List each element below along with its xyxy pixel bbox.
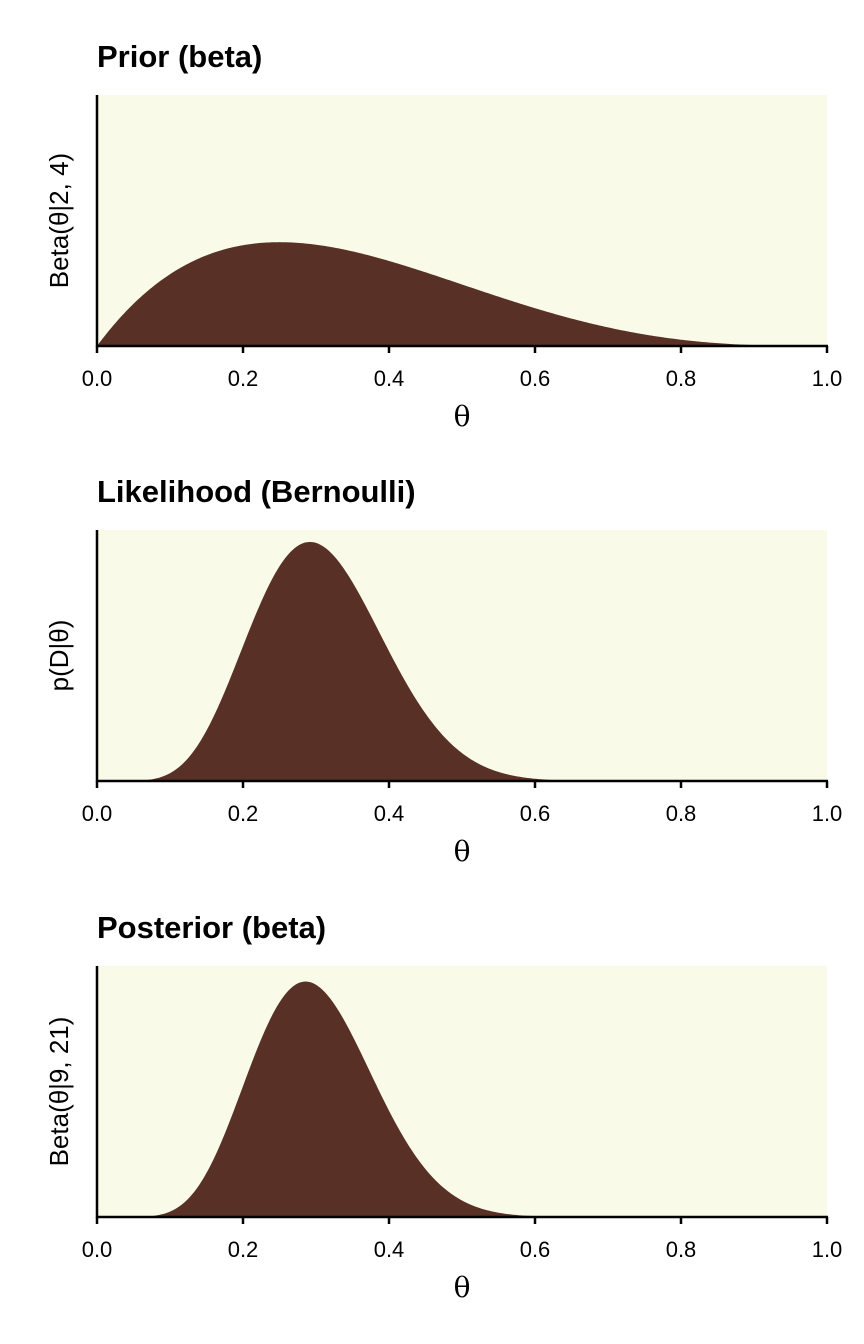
y-axis-label: Beta(θ|2, 4) xyxy=(44,153,74,288)
panel-title: Prior (beta) xyxy=(97,39,262,74)
x-tick-label: 0.6 xyxy=(520,1237,551,1262)
x-tick-label: 0.4 xyxy=(374,801,405,826)
panel-1: 0.0 0.2 0.4 0.6 0.8 1.0 Likelihood (Bernoulli)… xyxy=(44,474,842,868)
y-axis-label: p(D|θ) xyxy=(44,620,74,692)
density-area xyxy=(97,981,827,1217)
density-area xyxy=(97,242,827,346)
x-tick-label: 0.8 xyxy=(666,366,697,391)
x-tick-label: 0.6 xyxy=(520,801,551,826)
x-axis-label: θ xyxy=(454,835,471,868)
x-axis-label: θ xyxy=(454,400,471,433)
x-tick-label: 0.0 xyxy=(82,1237,113,1262)
x-tick-label: 0.2 xyxy=(228,366,259,391)
panel-0: 0.0 0.2 0.4 0.6 0.8 1.0 Prior (beta) Beta(θ|2, … xyxy=(44,39,842,433)
x-tick-label: 0.8 xyxy=(666,801,697,826)
x-tick-label: 1.0 xyxy=(812,1237,843,1262)
density-area xyxy=(97,541,827,781)
x-tick-label: 0.8 xyxy=(666,1237,697,1262)
x-tick-label: 0.0 xyxy=(82,801,113,826)
x-tick-label: 0.6 xyxy=(520,366,551,391)
x-tick-label: 0.2 xyxy=(228,801,259,826)
x-tick-label: 0.4 xyxy=(374,1237,405,1262)
panel-title: Posterior (beta) xyxy=(97,910,326,945)
x-axis-label: θ xyxy=(454,1271,471,1304)
x-tick-label: 0.2 xyxy=(228,1237,259,1262)
panel-2: 0.0 0.2 0.4 0.6 0.8 1.0 Posterior (beta) Beta(θ… xyxy=(44,910,842,1304)
panel-title: Likelihood (Bernoulli) xyxy=(97,474,416,509)
y-axis-label: Beta(θ|9, 21) xyxy=(44,1017,74,1167)
x-tick-label: 0.4 xyxy=(374,366,405,391)
x-tick-label: 1.0 xyxy=(812,801,843,826)
x-tick-label: 1.0 xyxy=(812,366,843,391)
x-tick-label: 0.0 xyxy=(82,366,113,391)
